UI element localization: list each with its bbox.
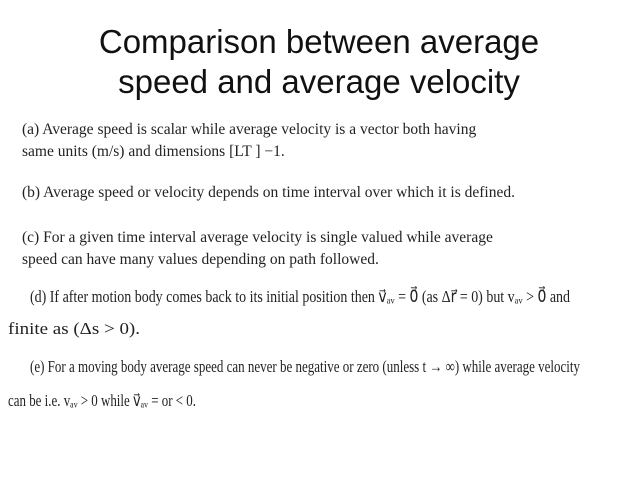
slide-title: speed and average velocity (118, 63, 520, 100)
point-text: (b) Average speed or velocity depends on… (22, 184, 515, 201)
point-text: (a) Average speed is scalar while averag… (22, 121, 476, 138)
point-text: (d) If after motion body comes back to i… (30, 286, 570, 306)
point-text: can be i.e. vₐᵥ > 0 while v⃗ₐᵥ = or < 0. (8, 391, 196, 410)
point-text: same units (m/s) and dimensions [LT ] −1… (22, 143, 285, 160)
point-text: speed can have many values depending on … (22, 251, 379, 268)
point-text: finite as (Δs > 0). (8, 319, 140, 338)
slide-title: Comparison between average (99, 23, 539, 60)
point-text: (e) For a moving body average speed can … (30, 357, 580, 376)
point-text: (c) For a given time interval average ve… (22, 229, 493, 246)
